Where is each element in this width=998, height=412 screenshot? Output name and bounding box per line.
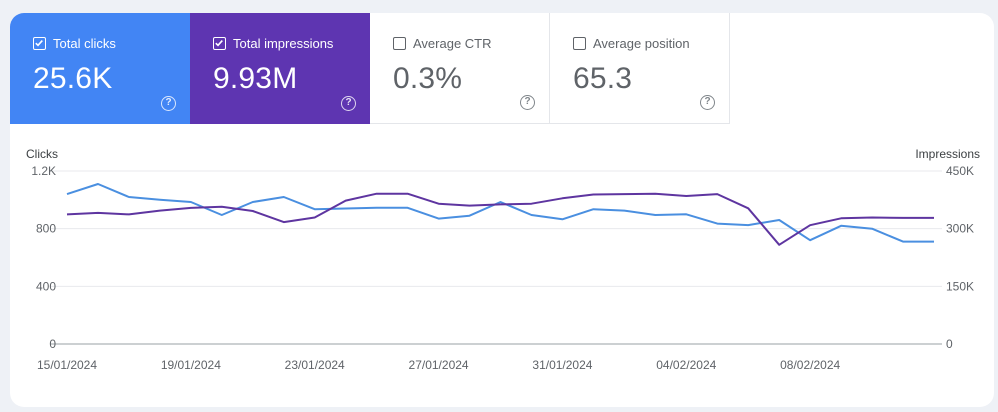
x-axis-tick-label: 08/02/2024	[780, 358, 840, 372]
right-axis-tick-label: 150K	[946, 279, 974, 293]
checkbox-unchecked-icon[interactable]	[393, 37, 406, 50]
left-axis-tick-label: 400	[36, 279, 56, 293]
left-axis-title: Clicks	[26, 147, 58, 161]
average-ctr-tile[interactable]: Average CTR 0.3% ?	[370, 13, 550, 124]
right-axis-tick-label: 450K	[946, 164, 974, 178]
x-axis-tick-label: 04/02/2024	[656, 358, 716, 372]
left-axis-tick-label: 1.2K	[31, 164, 56, 178]
average-ctr-label: Average CTR	[413, 36, 492, 51]
total-clicks-tile[interactable]: Total clicks 25.6K ?	[10, 13, 190, 124]
average-position-label: Average position	[593, 36, 690, 51]
total-impressions-value: 9.93M	[213, 62, 298, 95]
help-icon[interactable]: ?	[700, 95, 715, 110]
average-ctr-value: 0.3%	[393, 62, 463, 95]
total-clicks-label: Total clicks	[53, 36, 116, 51]
metric-tiles: Total clicks 25.6K ? Total impressions 9…	[10, 13, 730, 124]
performance-card: Total clicks 25.6K ? Total impressions 9…	[10, 13, 994, 407]
left-axis-tick-label: 0	[49, 337, 56, 351]
average-position-value: 65.3	[573, 62, 633, 95]
checkbox-unchecked-icon[interactable]	[573, 37, 586, 50]
x-axis-tick-label: 23/01/2024	[285, 358, 345, 372]
clicks-series-line	[66, 183, 934, 243]
checkbox-checked-icon[interactable]	[33, 37, 46, 50]
right-axis-title: Impressions	[915, 147, 980, 161]
x-axis-tick-label: 15/01/2024	[37, 358, 97, 372]
impressions-series-line	[66, 192, 934, 246]
x-axis-tick-label: 27/01/2024	[409, 358, 469, 372]
right-axis-tick-label: 300K	[946, 222, 974, 236]
performance-chart[interactable]: 1.2K 450K 800 300K 400 150K 0 0 15/01/2024 19/01/…	[10, 13, 994, 407]
total-clicks-value: 25.6K	[33, 62, 113, 95]
help-icon[interactable]: ?	[161, 96, 176, 111]
total-impressions-label: Total impressions	[233, 36, 334, 51]
x-axis-tick-label: 19/01/2024	[161, 358, 221, 372]
total-impressions-tile[interactable]: Total impressions 9.93M ?	[190, 13, 370, 124]
right-axis-tick-label: 0	[946, 337, 953, 351]
left-axis-tick-label: 800	[36, 222, 56, 236]
checkbox-checked-icon[interactable]	[213, 37, 226, 50]
help-icon[interactable]: ?	[520, 95, 535, 110]
average-position-tile[interactable]: Average position 65.3 ?	[550, 13, 730, 124]
x-axis-tick-label: 31/01/2024	[532, 358, 592, 372]
help-icon[interactable]: ?	[341, 96, 356, 111]
